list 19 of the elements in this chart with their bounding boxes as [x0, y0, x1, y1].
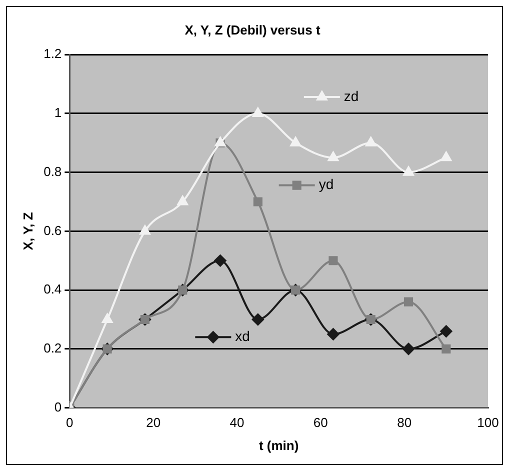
y-tick-label: 0.4	[44, 282, 62, 297]
legend-label: xd	[235, 328, 250, 344]
y-tick-label: 0.2	[44, 340, 62, 356]
x-tick-label: 60	[313, 415, 328, 430]
x-tick-label: 20	[146, 415, 161, 430]
x-tick-label: 100	[477, 415, 499, 430]
legend-label: yd	[318, 176, 334, 192]
y-tick-label: 0	[54, 399, 62, 414]
y-tick-label: 0.6	[44, 222, 62, 238]
x-tick-label: 0	[66, 415, 74, 430]
x-tick-label: 80	[397, 415, 412, 430]
x-axis-title: t (min)	[258, 438, 299, 453]
y-tick-label: 0.8	[44, 164, 62, 179]
y-tick-label: 1.2	[44, 46, 62, 62]
chart-title: X, Y, Z (Debil) versus t	[184, 22, 321, 38]
y-tick-label: 1	[54, 105, 62, 120]
x-tick-label: 40	[230, 415, 244, 430]
y-axis-title: X, Y, Z	[20, 212, 36, 250]
legend-label: zd	[344, 88, 359, 104]
